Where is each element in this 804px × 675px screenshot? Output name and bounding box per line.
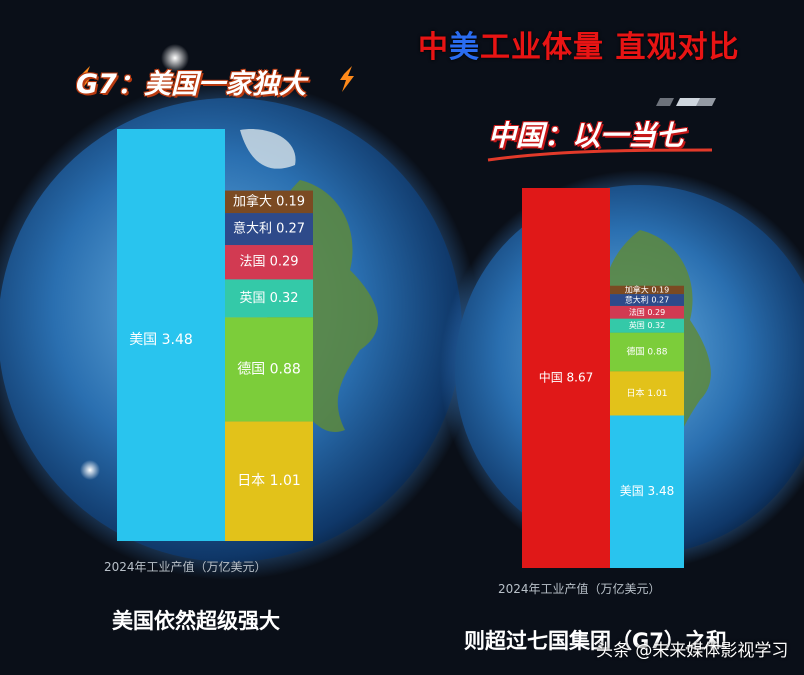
bar-label: 加拿大 0.19 [625,284,669,294]
bar-label: 日本 1.01 [627,387,668,399]
bar-segment [225,190,313,214]
bar-main [522,188,610,568]
main-title: 中美工业体量 直观对比 [0,22,804,66]
right-axis-caption: 2024年工业产值（万亿美元） [498,582,661,596]
bar-label: 意大利 0.27 [625,294,669,304]
bar-segment [610,294,684,306]
bar-label: 意大利 0.27 [233,221,305,237]
lightning-icon [78,66,354,92]
bar-label: 德国 0.88 [627,345,668,357]
bar-segment [610,415,684,568]
right-bottom-caption: 则超过七国集团（G7）之和 [464,629,727,653]
star-glow [80,460,100,480]
main-title-part: 工业体量 直观对比 [480,30,740,65]
underline-decoration [487,148,713,162]
china-chart-title: 中国：以一当七 [488,119,685,152]
main-title-part: 中 [418,30,449,65]
bar-label: 美国 3.48 [620,484,675,498]
arrow-decoration [656,98,716,106]
bar-label: 法国 0.29 [239,255,298,270]
left-bottom-caption: 美国依然超级强大 [112,609,280,633]
bar-label: 英国 0.32 [629,320,665,330]
bar-segment [225,317,313,422]
bar-main [117,129,225,541]
bar-segment [225,213,313,246]
bar-label: 美国 3.48 [129,332,193,348]
bar-segment [610,332,684,372]
star-glow [161,44,189,72]
watermark: 头条 @未来媒体影视学习 [596,641,789,661]
bar-segment [610,285,684,295]
bar-segment [225,421,313,541]
bar-label: 英国 0.32 [239,291,298,306]
bar-segment [225,279,313,318]
bar-label: 加拿大 0.19 [233,193,305,209]
bar-label: 日本 1.01 [237,473,301,489]
g7-chart-title: G7：美国一家独大 [76,69,306,100]
bar-label: 中国 8.67 [539,370,594,385]
left-axis-caption: 2024年工业产值（万亿美元） [104,560,267,574]
bar-label: 法国 0.29 [629,307,665,317]
bar-label: 德国 0.88 [237,361,301,377]
bar-segment [610,318,684,333]
bar-segment [610,371,684,416]
bar-segment [225,245,313,280]
main-title-part: 美 [449,30,480,65]
bar-segment [610,305,684,319]
